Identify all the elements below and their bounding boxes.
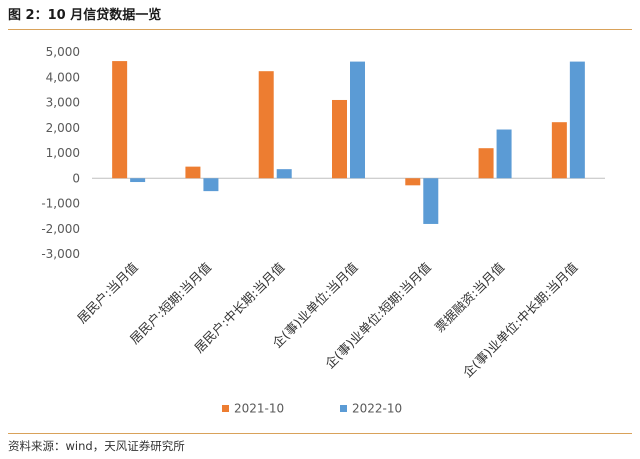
bar-2021-10-5	[405, 178, 421, 186]
y-tick-label: -2,000	[41, 222, 80, 236]
y-tick-label: -1,000	[41, 197, 80, 211]
y-tick-label: 3,000	[46, 96, 80, 110]
y-tick-label: 5,000	[46, 45, 80, 59]
y-tick-label: 1,000	[46, 146, 80, 160]
y-tick-label: -3,000	[41, 247, 80, 261]
category-label: 居民户:短期:当月值	[127, 260, 214, 347]
title-bar: 图 2：10 月信贷数据一览	[8, 4, 632, 28]
bar-2022-10-1	[130, 178, 146, 183]
chart-title: 图 2：10 月信贷数据一览	[8, 8, 162, 23]
category-label: 票据融资:当月值	[432, 260, 507, 335]
bar-2021-10-2	[185, 166, 201, 179]
legend-swatch	[222, 405, 229, 412]
bar-2022-10-3	[276, 169, 292, 179]
legend-label: 2021-10	[234, 402, 284, 416]
bottom-divider	[8, 433, 632, 434]
legend-label: 2022-10	[352, 402, 402, 416]
bar-2022-10-7	[569, 61, 585, 179]
bar-2022-10-6	[496, 129, 512, 179]
bar-2022-10-2	[203, 178, 219, 192]
bar-2021-10-7	[551, 122, 567, 179]
bar-2022-10-4	[350, 61, 365, 179]
top-divider	[8, 29, 632, 30]
category-label: 居民户:当月值	[74, 260, 141, 327]
legend-swatch	[340, 405, 347, 412]
bar-2021-10-1	[112, 61, 128, 179]
y-tick-label: 4,000	[46, 70, 80, 84]
bar-2021-10-3	[258, 71, 274, 179]
y-tick-label: 2,000	[46, 121, 80, 135]
bar-2021-10-4	[332, 99, 347, 179]
bar-2021-10-6	[478, 148, 494, 179]
y-tick-label: 0	[72, 171, 80, 185]
bar-2022-10-5	[423, 178, 439, 224]
source-note: 资料来源：wind，天风证券研究所	[8, 439, 185, 453]
